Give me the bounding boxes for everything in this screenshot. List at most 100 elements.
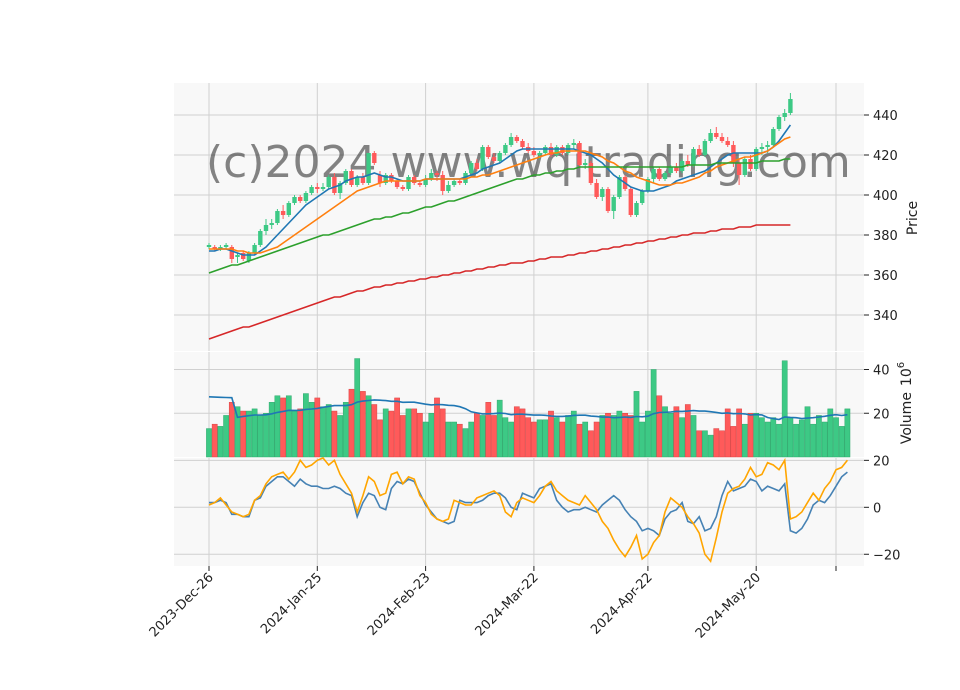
candle-body (286, 203, 291, 215)
oscillator-panel: −20 0 20 (174, 454, 900, 566)
candle-body (605, 189, 611, 211)
volume-bar (741, 423, 748, 458)
volume-bar (804, 406, 811, 458)
candle-body (377, 175, 383, 183)
oscillator-line-1 (209, 471, 848, 537)
volume-bar (548, 410, 554, 458)
volume-bar (553, 417, 560, 458)
candle-body (662, 173, 668, 179)
volume-bar (787, 417, 794, 458)
ma-line-4 (208, 224, 791, 340)
volume-bar (588, 430, 594, 458)
oscillator-line-2 (208, 457, 849, 564)
volume-bar (702, 430, 708, 458)
candle-body (588, 163, 594, 183)
candle-body (337, 183, 343, 193)
volume-bar (719, 430, 725, 458)
candle-body (691, 149, 696, 165)
candle-body (417, 183, 423, 185)
volume-bar (776, 423, 782, 458)
candle-body (412, 177, 417, 183)
volume-bar (496, 399, 503, 458)
volume-bar (251, 408, 258, 458)
candle-body (246, 253, 252, 261)
volume-bar (833, 417, 839, 458)
candle-body (668, 167, 673, 173)
volume-bar (770, 417, 777, 458)
candle-body (491, 157, 497, 161)
volume-axis-exponent-base: 10 (899, 368, 915, 386)
candle-body (423, 179, 428, 185)
candle-body (537, 153, 542, 155)
volume-bar (690, 415, 697, 458)
volume-bar (223, 415, 229, 458)
candle-body (736, 163, 742, 175)
price-axis-label: Price (905, 201, 921, 235)
candle-body (697, 149, 702, 155)
candle-body (235, 255, 240, 257)
x-tick-label: 2024-Apr-22 (588, 570, 655, 637)
volume-bar (485, 402, 492, 458)
candle-body (645, 179, 651, 191)
volume-bar (439, 408, 446, 458)
volume-bar (348, 388, 355, 458)
volume-bar (342, 402, 349, 458)
volume-bar (422, 421, 429, 458)
volume-bar (798, 419, 805, 458)
candle-body (298, 197, 303, 201)
candle-body (788, 99, 793, 113)
volume-bar (257, 415, 264, 458)
volume-bar (582, 421, 589, 458)
candle-body (406, 177, 411, 189)
volume-bar (838, 426, 845, 458)
volume-bar (570, 410, 577, 458)
price-ytick-label: 400 (873, 189, 898, 204)
volume-bar (217, 426, 224, 458)
candle-body (748, 159, 753, 169)
volume-bar (576, 423, 583, 458)
volume-bar (673, 406, 680, 458)
x-tick-label: 2024-May-20 (693, 570, 764, 641)
volume-bar (707, 434, 714, 458)
candle-body (531, 151, 537, 155)
candle-body (742, 159, 747, 175)
volume-bar (764, 421, 771, 458)
candle-body (212, 247, 217, 249)
oscillator-ytick-label: 20 (873, 454, 890, 469)
candle-body (628, 189, 633, 215)
candle-body (708, 133, 713, 141)
candle-body (315, 187, 320, 189)
volume-bar (354, 358, 361, 458)
volume-bar (724, 408, 731, 458)
candle-body (674, 167, 679, 171)
volume-bar (793, 423, 799, 458)
volume-axis-exponent-power: 6 (896, 362, 907, 368)
candle-body (640, 191, 645, 203)
moving-average-lines (208, 124, 792, 340)
volume-bar (451, 421, 457, 458)
volume-bar (337, 415, 343, 458)
candle-body (280, 211, 286, 215)
candle-body (320, 187, 326, 189)
volume-bar (417, 413, 423, 458)
volume-bar (491, 415, 497, 458)
volume-bar (320, 406, 326, 458)
volume-bar (388, 410, 395, 458)
candle-body (765, 145, 770, 147)
candle-body (469, 163, 474, 173)
volume-axis-label-text: Volume (899, 392, 915, 444)
candle-body (366, 153, 371, 183)
candle-body (275, 211, 280, 223)
candle-body (434, 173, 440, 175)
candle-body (474, 163, 480, 169)
oscillator-ytick-label: 0 (873, 501, 881, 516)
candle-body (383, 175, 388, 183)
volume-bar (382, 408, 389, 458)
volume-bar (377, 419, 383, 458)
oscillator-lines (208, 457, 849, 564)
volume-bar (559, 421, 566, 458)
volume-bar (456, 423, 463, 458)
candle-body (292, 197, 297, 203)
x-axis: 2023-Dec-26 2024-Jan-25 2024-Feb-23 2024-Ma… (147, 566, 837, 641)
price-y-tick-labels: 340 360 380 400 420 440 (864, 109, 898, 324)
